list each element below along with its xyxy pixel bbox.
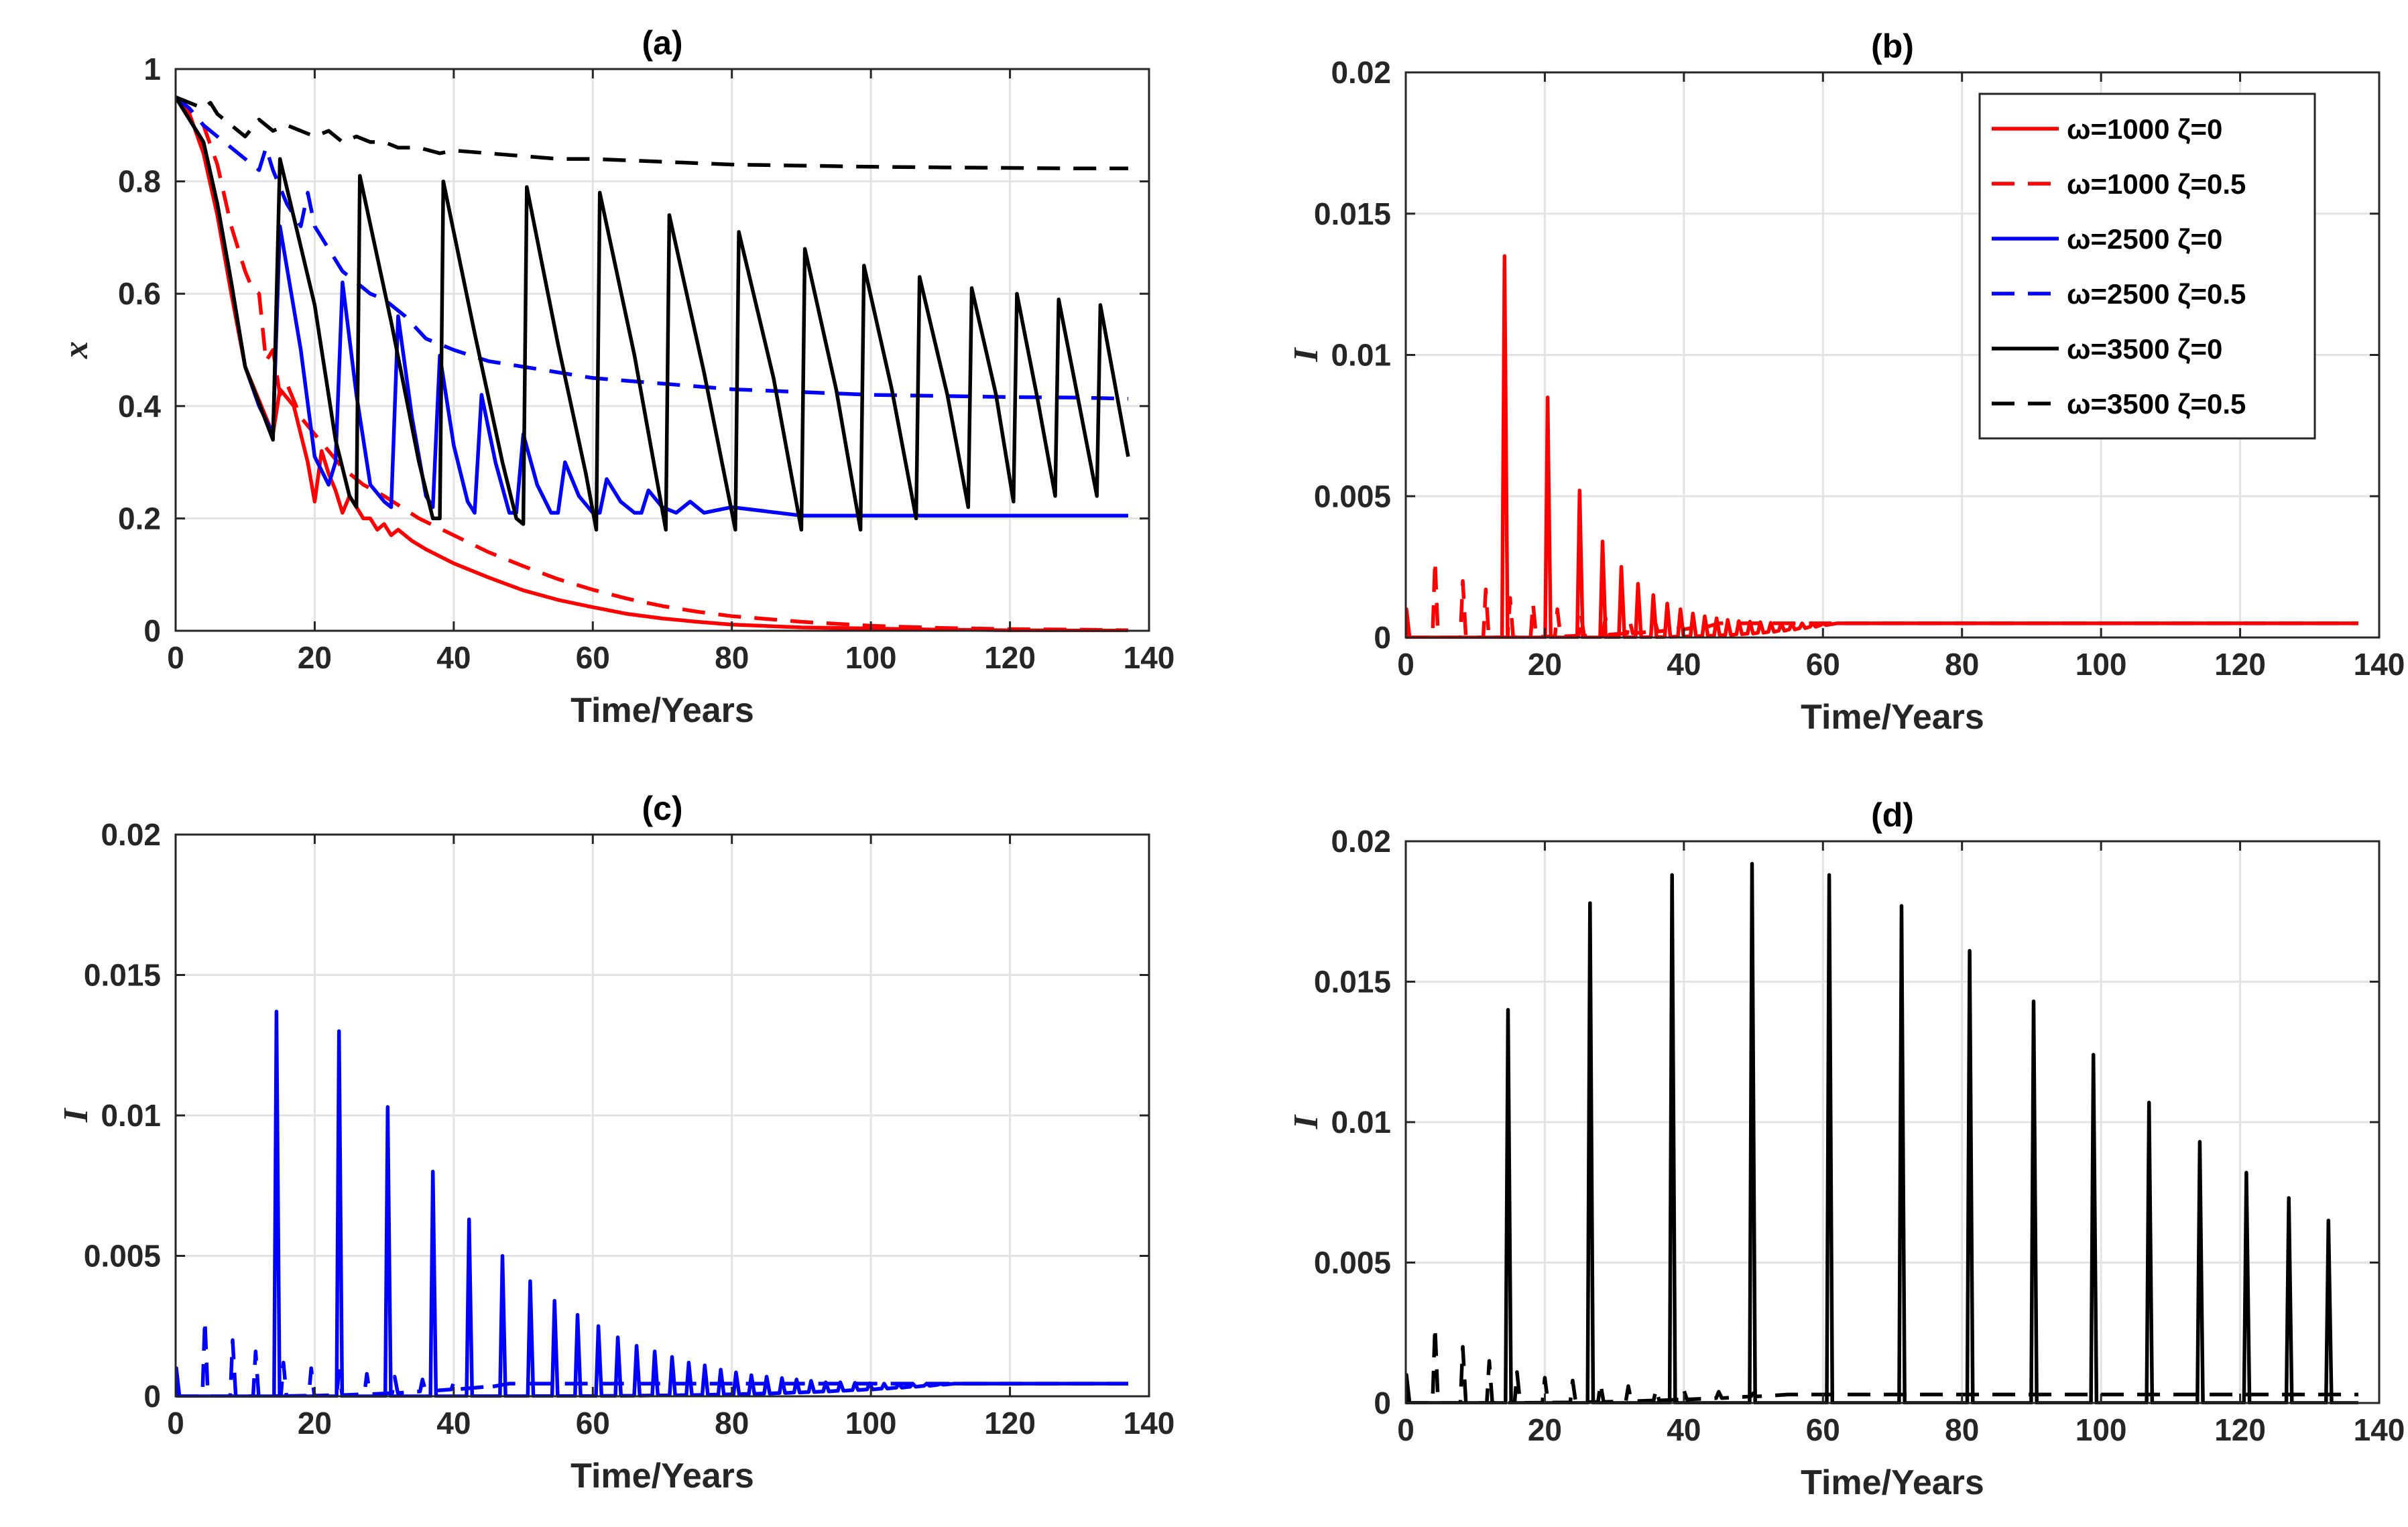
x-tick-label: 0 bbox=[167, 1406, 184, 1441]
y-tick-label: 0.8 bbox=[118, 164, 161, 199]
panel-b: 0 20 40 60 80 100 120 140 0 0.005 0.01 0.015 0.02 (b)… bbox=[1287, 27, 2405, 737]
y-tick-label: 0 bbox=[143, 613, 161, 648]
y-tick-label: 0 bbox=[1374, 1386, 1391, 1420]
panel-title: (c) bbox=[642, 790, 682, 827]
x-tick-label: 60 bbox=[576, 640, 610, 675]
x-tick-label: 120 bbox=[984, 640, 1036, 675]
series-line-2 bbox=[176, 95, 1128, 632]
x-tick-label: 80 bbox=[715, 1406, 749, 1441]
y-tick-label: 0.02 bbox=[1331, 824, 1391, 859]
y-tick-label: 0.4 bbox=[118, 389, 161, 424]
x-axis-label: Time/Years bbox=[570, 691, 754, 730]
y-tick-label: 0.01 bbox=[1331, 338, 1391, 373]
x-tick-label: 0 bbox=[1397, 1412, 1414, 1447]
x-tick-label: 120 bbox=[2214, 647, 2266, 682]
axes-frame bbox=[174, 68, 1150, 632]
y-tick-label: 0.2 bbox=[118, 501, 161, 536]
y-tick-label: 0.005 bbox=[1314, 479, 1391, 513]
x-tick-label: 40 bbox=[436, 640, 471, 675]
series-line-2 bbox=[1406, 559, 2358, 639]
x-axis-label: Time/Years bbox=[570, 1457, 754, 1495]
x-tick-label: 100 bbox=[2075, 1412, 2127, 1447]
panel-title: (d) bbox=[1871, 796, 1914, 834]
y-tick-label: 0.6 bbox=[118, 276, 161, 311]
y-axis-label: x bbox=[57, 341, 95, 359]
y-tick-label: 0.005 bbox=[1314, 1245, 1391, 1280]
series-line-3 bbox=[176, 96, 1128, 517]
y-tick-label: 0.01 bbox=[1331, 1105, 1391, 1140]
series-line-2 bbox=[176, 1319, 1128, 1398]
x-tick-label: 140 bbox=[2354, 647, 2405, 682]
series-group bbox=[176, 95, 1130, 632]
y-tick-label: 0.015 bbox=[1314, 965, 1391, 999]
y-tick-label: 0.01 bbox=[101, 1098, 161, 1133]
series-group bbox=[176, 1010, 1128, 1398]
y-tick-label: 1 bbox=[143, 52, 161, 86]
series-line-5 bbox=[176, 96, 1130, 532]
x-tick-label: 100 bbox=[845, 1406, 897, 1441]
legend-label: ω=3500 ζ=0.5 bbox=[2067, 388, 2246, 420]
series-line-2 bbox=[1406, 1325, 2358, 1404]
y-axis-label: I bbox=[57, 1107, 95, 1123]
y-tick-label: 0.02 bbox=[1331, 55, 1391, 90]
legend-label: ω=2500 ζ=0 bbox=[2067, 223, 2222, 255]
legend-label: ω=1000 ζ=0 bbox=[2067, 113, 2222, 145]
x-tick-label: 80 bbox=[1945, 1412, 1979, 1447]
x-tick-label: 100 bbox=[845, 640, 897, 675]
panel-d: 0 20 40 60 80 100 120 140 0 0.005 0.01 0.015 0.02 (d)… bbox=[1287, 796, 2405, 1502]
x-tick-label: 0 bbox=[1397, 647, 1414, 682]
x-tick-label: 20 bbox=[1528, 647, 1562, 682]
y-tick-label: 0.02 bbox=[101, 817, 161, 852]
legend-box bbox=[1978, 93, 2316, 440]
x-tick-label: 120 bbox=[984, 1406, 1036, 1441]
y-tick-label: 0 bbox=[1374, 620, 1391, 655]
x-tick-label: 20 bbox=[1528, 1412, 1562, 1447]
x-tick-label: 80 bbox=[715, 640, 749, 675]
x-axis-label: Time/Years bbox=[1801, 1463, 1984, 1502]
panel-title: (a) bbox=[642, 24, 682, 62]
y-tick-label: 0.005 bbox=[84, 1239, 161, 1274]
x-tick-label: 60 bbox=[1806, 1412, 1840, 1447]
x-tick-label: 60 bbox=[576, 1406, 610, 1441]
x-tick-label: 40 bbox=[436, 1406, 471, 1441]
x-tick-label: 120 bbox=[2214, 1412, 2266, 1447]
x-tick-label: 40 bbox=[1667, 647, 1701, 682]
x-tick-label: 140 bbox=[1124, 640, 1175, 675]
legend-label: ω=3500 ζ=0 bbox=[2067, 333, 2222, 365]
x-tick-label: 20 bbox=[298, 640, 332, 675]
legend-label: ω=1000 ζ=0.5 bbox=[2067, 168, 2246, 200]
legend: ω=1000 ζ=0 ω=1000 ζ=0.5 ω=2500 ζ=0 ω=2500 ζ… bbox=[1978, 93, 2316, 440]
series-line-4 bbox=[176, 95, 1128, 401]
x-tick-label: 80 bbox=[1945, 647, 1979, 682]
legend-label: ω=2500 ζ=0.5 bbox=[2067, 278, 2246, 310]
x-tick-label: 140 bbox=[1124, 1406, 1175, 1441]
panel-c: 0 20 40 60 80 100 120 140 0 0.005 0.01 0.015 0.02 (c)… bbox=[57, 790, 1175, 1495]
panel-a: 0 20 40 60 80 100 120 140 0 0.2 0.4 0.6 0.8 1 (a) Time/… bbox=[57, 24, 1175, 730]
x-tick-label: 40 bbox=[1667, 1412, 1701, 1447]
y-axis-label: I bbox=[1287, 347, 1325, 363]
x-tick-label: 60 bbox=[1806, 647, 1840, 682]
x-tick-label: 20 bbox=[298, 1406, 332, 1441]
y-tick-label: 0 bbox=[143, 1379, 161, 1414]
y-axis-label: I bbox=[1287, 1114, 1325, 1129]
series-line-1 bbox=[176, 1010, 1128, 1398]
series-line-6 bbox=[176, 95, 1128, 171]
x-tick-label: 100 bbox=[2075, 647, 2127, 682]
y-tick-label: 0.015 bbox=[84, 958, 161, 993]
panel-title: (b) bbox=[1871, 27, 1914, 65]
y-tick-label: 0.015 bbox=[1314, 196, 1391, 231]
x-axis-label: Time/Years bbox=[1801, 698, 1984, 737]
x-tick-label: 0 bbox=[167, 640, 184, 675]
x-tick-label: 140 bbox=[2354, 1412, 2405, 1447]
